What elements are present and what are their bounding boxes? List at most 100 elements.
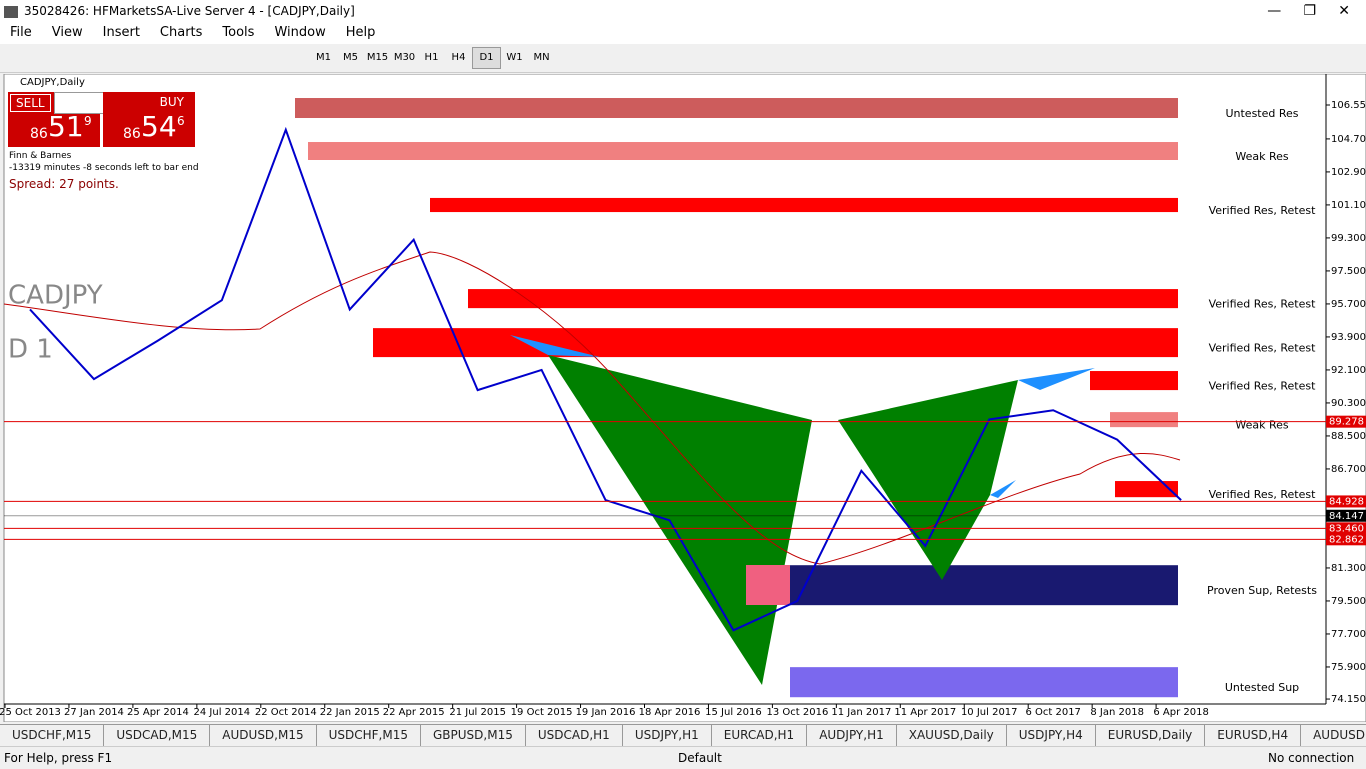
x-tick-label: 19 Jan 2016 xyxy=(576,707,636,718)
y-tick-label: 90.300 xyxy=(1331,398,1366,409)
x-tick-label: 6 Oct 2017 xyxy=(1025,707,1080,718)
status-connection: No connection xyxy=(1268,751,1355,765)
harmonic-pattern xyxy=(990,480,1016,498)
zone-label: Verified Res, Retest xyxy=(1209,342,1317,355)
chart-tab[interactable]: USDJPY,H1 xyxy=(623,725,712,747)
zone xyxy=(295,98,1178,119)
chart-tab[interactable]: USDCAD,H1 xyxy=(526,725,623,747)
zone-label: Verified Res, Retest xyxy=(1209,204,1317,217)
x-tick-label: 22 Jan 2015 xyxy=(320,707,380,718)
y-tick-label: 79.500 xyxy=(1331,596,1366,607)
zone xyxy=(430,197,1178,213)
harmonic-pattern xyxy=(746,565,790,605)
x-tick-label: 11 Jan 2017 xyxy=(831,707,891,718)
harmonic-pattern xyxy=(510,335,600,357)
chart-tab[interactable]: USDCHF,M15 xyxy=(0,725,105,747)
status-profile: Default xyxy=(678,751,722,765)
price-level-tag xyxy=(1326,522,1366,535)
price-level-label: 84.928 xyxy=(1329,496,1364,507)
chart-tab[interactable]: AUDUSD,M15 xyxy=(210,725,317,747)
tab-bar: USDCHF,M15 USDCAD,M15 AUDUSD,M15 USDCHF,M15… xyxy=(0,724,1366,747)
moving-average xyxy=(3,251,1181,565)
chart-tab[interactable]: USDCAD,M15 xyxy=(104,725,211,747)
y-tick-label: 75.900 xyxy=(1331,662,1366,673)
y-tick-label: 101.100 xyxy=(1331,200,1366,211)
menu-item[interactable]: Window xyxy=(274,25,326,40)
zone-label: Verified Res, Retest xyxy=(1209,298,1317,311)
x-tick-label: 22 Apr 2015 xyxy=(383,707,445,718)
price-level-label: 82.862 xyxy=(1329,534,1364,545)
timeframe-button[interactable]: H4 xyxy=(451,52,466,63)
y-tick-label: 81.300 xyxy=(1331,563,1366,574)
price-big: 86 xyxy=(30,126,48,142)
spread: Spread: 27 points. xyxy=(9,177,119,191)
y-tick-label: 104.700 xyxy=(1331,134,1366,145)
window-title: 35028426: HFMarketsSA-Live Server 4 - [C… xyxy=(24,4,355,18)
menu-item[interactable]: Help xyxy=(345,25,376,40)
x-tick-label: 21 Jul 2015 xyxy=(449,707,506,718)
zone-label: Weak Res xyxy=(1235,150,1289,163)
zone xyxy=(1115,481,1178,498)
x-tick-label: 13 Oct 2016 xyxy=(766,707,828,718)
x-tick-label: 6 Apr 2018 xyxy=(1153,707,1208,718)
zone xyxy=(790,565,1178,606)
chart-tab[interactable]: EURUSD,H4 xyxy=(1205,725,1302,747)
y-tick-label: 106.550 xyxy=(1331,100,1366,111)
menu-item[interactable]: Tools xyxy=(222,25,255,40)
chart-tab[interactable]: AUDUSD,H4 xyxy=(1301,725,1366,747)
title-bar: 35028426: HFMarketsSA-Live Server 4 - [C… xyxy=(0,0,1366,22)
window-controls[interactable]: — ❐ ✕ xyxy=(1267,3,1350,19)
zone-label: Proven Sup, Retests xyxy=(1207,584,1317,597)
chart-tab[interactable]: USDJPY,H4 xyxy=(1007,725,1096,747)
y-tick-label: 99.300 xyxy=(1331,233,1366,244)
buy-button[interactable]: BUY 86 54 6 xyxy=(103,92,195,147)
price-level-label: 84.147 xyxy=(1329,511,1364,522)
timeframe-button[interactable]: H1 xyxy=(424,52,439,63)
harmonic-pattern xyxy=(838,380,1018,580)
chart: Untested Res Weak Res Verified Res, Retest… xyxy=(0,74,1366,722)
chart-tab[interactable]: EURCAD,H1 xyxy=(712,725,808,747)
y-tick-label: 93.900 xyxy=(1331,332,1366,343)
x-tick-label: 25 Oct 2013 xyxy=(0,707,61,718)
zone-label: Verified Res, Retest xyxy=(1209,488,1317,501)
chart-tab[interactable]: AUDJPY,H1 xyxy=(807,725,897,747)
watermark: D 1 xyxy=(8,335,53,365)
chart-tab[interactable]: USDCHF,M15 xyxy=(317,725,421,747)
menu-item[interactable]: View xyxy=(51,25,83,40)
timeframe-button[interactable]: M5 xyxy=(343,52,358,63)
timeframe-button[interactable]: M30 xyxy=(393,52,416,63)
menu-bar: File View Insert Charts Tools Window Help xyxy=(0,22,1366,44)
menu-item[interactable]: Charts xyxy=(159,25,203,40)
y-tick-label: 74.150 xyxy=(1331,694,1366,705)
timeframe-button[interactable]: MN xyxy=(533,52,550,63)
timeframe-button[interactable]: W1 xyxy=(506,52,523,63)
toolbar: M1 M5 M15 M30 H1 H4 D1 W1 MN xyxy=(0,44,1366,73)
price-main: 54 xyxy=(141,110,177,143)
zone-label: Weak Res xyxy=(1235,419,1289,432)
sell-label: SELL xyxy=(10,94,51,112)
y-tick-label: 92.100 xyxy=(1331,365,1366,376)
info-line: Finn & Barnes xyxy=(9,151,72,161)
menu-item[interactable]: File xyxy=(10,25,32,40)
x-tick-label: 10 Jul 2017 xyxy=(961,707,1018,718)
x-tick-label: 15 Jul 2016 xyxy=(705,707,762,718)
x-tick-label: 27 Jan 2014 xyxy=(64,707,124,718)
timeframe-button[interactable]: M15 xyxy=(366,52,389,63)
chart-tab[interactable]: XAUUSD,Daily xyxy=(897,725,1007,747)
chart-tab[interactable]: EURUSD,Daily xyxy=(1096,725,1206,747)
x-tick-label: 11 Apr 2017 xyxy=(894,707,956,718)
price-small: 6 xyxy=(177,114,185,128)
timeframe-button[interactable]: D1 xyxy=(472,47,501,69)
y-tick-label: 86.700 xyxy=(1331,464,1366,475)
chart-tab[interactable]: GBPUSD,M15 xyxy=(421,725,526,747)
zone xyxy=(1110,412,1178,428)
zone xyxy=(1090,371,1178,391)
watermark: CADJPY xyxy=(8,281,103,311)
chart-title: CADJPY,Daily xyxy=(20,77,85,88)
zone xyxy=(373,328,1178,358)
menu-item[interactable]: Insert xyxy=(102,25,140,40)
timeframe-button[interactable]: M1 xyxy=(316,52,331,63)
status-help: For Help, press F1 xyxy=(4,751,113,765)
y-tick-label: 97.500 xyxy=(1331,266,1366,277)
zone-label: Verified Res, Retest xyxy=(1209,380,1317,393)
